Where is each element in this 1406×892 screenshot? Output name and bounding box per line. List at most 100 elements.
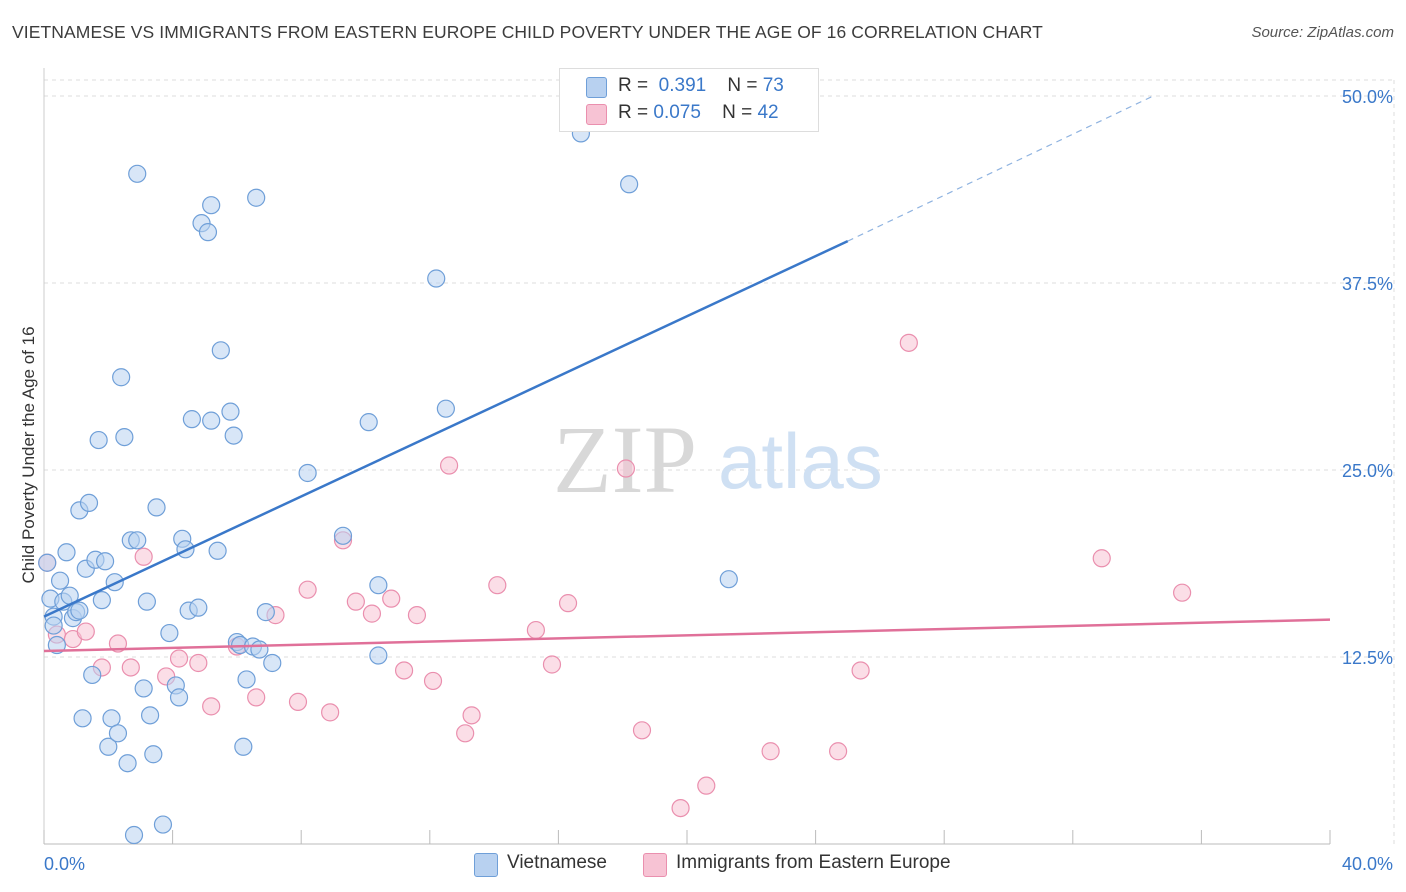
chart-title: VIETNAMESE VS IMMIGRANTS FROM EASTERN EU… (12, 22, 1043, 42)
immigrants-point (899, 333, 918, 352)
series-vietnamese-points (38, 124, 738, 845)
immigrants-point (108, 634, 128, 653)
series-legend: Vietnamese Immigrants from Eastern Europ… (0, 850, 1406, 878)
vietnamese-point (369, 576, 388, 595)
vietnamese-point (182, 410, 201, 429)
y-tick-label: 12.5% (1342, 648, 1393, 668)
immigrants-point (456, 724, 475, 743)
vietnamese-point (202, 411, 221, 430)
vietnamese-point (359, 413, 378, 432)
vietnamese-point (719, 570, 738, 589)
tick-labels: 12.5% 25.0% 37.5% 50.0% 0.0% 40.0% (44, 87, 1393, 874)
vietnamese-point (57, 543, 76, 562)
vietnamese-point (102, 709, 121, 728)
vietnamese-point (44, 616, 63, 635)
vietnamese-point (247, 188, 266, 207)
immigrants-point (298, 580, 317, 599)
vietnamese-point (47, 635, 66, 655)
y-tick-label: 50.0% (1342, 87, 1393, 107)
vietnamese-point (256, 603, 275, 622)
immigrants-point (247, 688, 266, 707)
vietnamese-point (436, 399, 455, 418)
vietnamese-point (237, 670, 256, 689)
watermark-atlas: atlas (718, 417, 883, 505)
watermark: ZIP atlas (553, 406, 883, 513)
vietnamese-point (147, 498, 166, 517)
legend-swatch-pink (643, 853, 667, 877)
immigrants-point (829, 742, 848, 761)
legend-n-value: 42 (757, 102, 779, 123)
correlation-legend: R = 0.391 N = 73 R = 0.075 N = 42 (559, 68, 819, 132)
legend-r-value: 0.391 (658, 75, 707, 96)
legend-r-label: R = (618, 75, 649, 96)
immigrants-point (202, 697, 221, 716)
vietnamese-point (70, 601, 89, 620)
immigrants-point (697, 776, 716, 795)
vietnamese-point (99, 737, 118, 756)
immigrants-point (321, 703, 340, 722)
immigrants-point (121, 658, 140, 677)
vietnamese-point (208, 541, 227, 560)
source-credit: Source: ZipAtlas.com (1251, 24, 1394, 41)
vietnamese-point (263, 653, 282, 673)
immigrants-point (1092, 549, 1111, 568)
vietnamese-point (333, 526, 353, 545)
vietnamese-point (79, 493, 99, 513)
vietnamese-point (38, 553, 57, 572)
legend-n-label: N = (722, 102, 753, 123)
vietnamese-point (124, 825, 144, 845)
immigrants-point (542, 655, 562, 674)
axes (43, 68, 1331, 845)
immigrants-point (346, 592, 365, 611)
vietnamese-point (160, 623, 179, 643)
legend-swatch-blue (474, 853, 498, 877)
legend-swatch-pink (586, 104, 607, 125)
vietnamese-trend-extension (847, 95, 1154, 242)
vietnamese-point (118, 754, 137, 773)
legend-n-value: 73 (762, 75, 784, 96)
immigrants-trend-line (43, 618, 1331, 653)
y-tick-label: 37.5% (1342, 274, 1393, 294)
immigrants-point (362, 604, 382, 623)
immigrants-point (462, 706, 481, 725)
immigrants-point (423, 671, 443, 691)
vietnamese-point (92, 591, 111, 610)
immigrants-point (382, 589, 401, 608)
vietnamese-point (89, 430, 108, 450)
immigrants-point (394, 661, 414, 680)
legend-label-immigrants: Immigrants from Eastern Europe (676, 852, 951, 873)
vietnamese-point (211, 341, 230, 360)
vietnamese-point (73, 709, 92, 728)
vietnamese-point (250, 640, 269, 659)
legend-r-value: 0.075 (653, 102, 701, 123)
immigrants-point (761, 742, 780, 761)
immigrants-point (169, 649, 189, 668)
vietnamese-point (369, 646, 388, 665)
immigrants-point (488, 576, 507, 595)
vietnamese-point (95, 552, 115, 571)
x-tick-label: 0.0% (44, 854, 85, 874)
vietnamese-point (50, 571, 70, 590)
immigrants-point (134, 547, 153, 566)
vietnamese-point (298, 463, 317, 483)
immigrants-point (526, 620, 545, 640)
vietnamese-point (134, 679, 153, 698)
immigrants-point (558, 594, 578, 613)
vietnamese-point (144, 745, 163, 764)
immigrants-point (632, 721, 652, 740)
vietnamese-point (115, 427, 134, 447)
vietnamese-point (83, 665, 102, 685)
vietnamese-point (108, 724, 128, 743)
legend-r-label: R = (618, 102, 649, 123)
vietnamese-point (140, 706, 160, 725)
immigrants-point (671, 798, 690, 818)
immigrants-point (76, 622, 95, 641)
vietnamese-point (128, 531, 147, 550)
legend-n-label: N = (727, 75, 758, 96)
immigrants-point (616, 459, 636, 478)
immigrants-point (288, 692, 308, 711)
legend-swatch-blue (586, 77, 607, 98)
immigrants-point (407, 606, 427, 625)
vietnamese-trend-line (43, 239, 849, 618)
